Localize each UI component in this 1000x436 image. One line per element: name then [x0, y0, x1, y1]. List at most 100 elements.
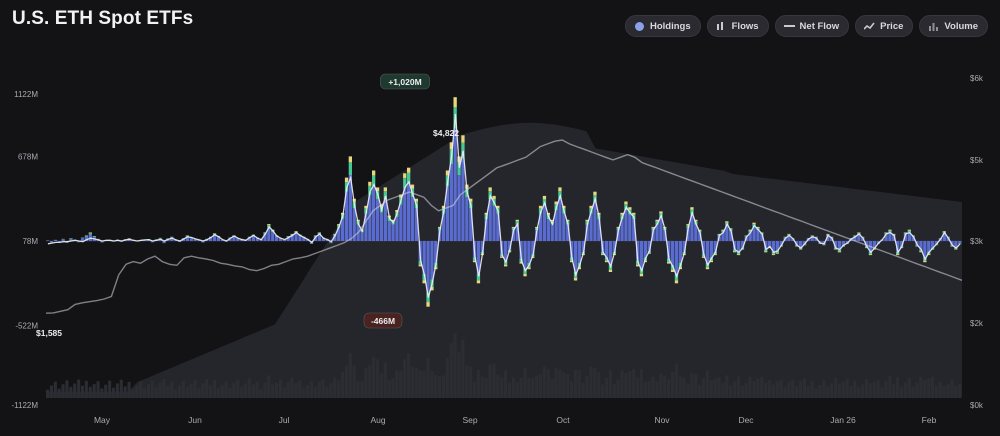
flow-bar — [550, 224, 554, 241]
flow-bar — [950, 241, 954, 246]
flow-bar — [232, 236, 236, 241]
flow-bar-segment — [504, 264, 508, 267]
volume-bar — [775, 381, 779, 398]
volume-bar — [263, 382, 267, 398]
flow-bar-segment — [449, 142, 453, 150]
volume-bar — [678, 376, 682, 398]
flow-bar — [919, 241, 923, 250]
flow-bar-segment — [387, 217, 391, 222]
flow-bar-segment — [927, 254, 931, 256]
holdings-toggle-button[interactable]: Holdings — [624, 15, 701, 37]
flow-bar-segment — [674, 280, 679, 284]
flow-bar-segment — [837, 249, 842, 252]
flow-bar — [348, 175, 352, 241]
flow-bar-segment — [410, 184, 415, 189]
flow-bar — [740, 241, 745, 248]
flow-bar — [958, 241, 962, 244]
flow-bar — [53, 240, 58, 241]
flow-bar-segment — [407, 167, 411, 173]
flow-bar-segment — [826, 233, 830, 235]
flow-bar — [519, 241, 523, 259]
flow-bar-segment — [476, 274, 481, 281]
flow-bar-segment — [888, 229, 892, 231]
volume-bar — [628, 371, 632, 398]
volume-bar — [158, 382, 162, 398]
flows-toggle-button[interactable]: Flows — [706, 15, 769, 37]
volume-bar — [131, 389, 135, 398]
flow-bar — [597, 219, 601, 241]
flow-bar — [391, 224, 395, 241]
volume-bar — [663, 375, 667, 398]
flow-bar-segment — [636, 264, 640, 267]
net-flow-line — [47, 114, 961, 298]
volume-bar — [535, 375, 539, 398]
volume-bar — [162, 379, 166, 398]
flow-bar — [585, 224, 589, 241]
flow-bar-segment — [868, 254, 873, 256]
volume-bar — [449, 343, 453, 398]
flow-bar-segment — [690, 207, 694, 210]
price-toggle-button[interactable]: Price — [855, 15, 914, 37]
flow-bar-segment — [500, 256, 504, 258]
volume-bar — [422, 370, 426, 398]
flow-bar-segment — [787, 233, 791, 235]
volume-bar — [779, 379, 783, 398]
volume-bar — [504, 370, 508, 398]
flow-bar — [282, 239, 287, 241]
flow-bar-segment — [422, 280, 426, 284]
flow-bar-segment — [764, 249, 768, 252]
flow-bar-segment — [604, 257, 609, 261]
dash-line-icon — [783, 21, 795, 32]
volume-bar — [92, 384, 96, 398]
net-flow-toggle-button[interactable]: Net Flow — [774, 15, 850, 37]
volume-bar — [57, 388, 61, 398]
flow-bar-segment — [383, 191, 387, 200]
flow-bar-segment — [721, 230, 725, 233]
volume-bar — [585, 375, 589, 398]
volume-bar — [189, 383, 193, 398]
flow-bar-segment — [364, 205, 368, 209]
flow-bar-segment — [857, 232, 861, 234]
series-toggle-bar: Holdings Flows Net Flow Price Volume — [624, 15, 988, 37]
volume-bar — [597, 372, 601, 398]
flow-bar-segment — [764, 251, 768, 253]
volume-bar — [181, 380, 185, 398]
flow-bar — [426, 241, 430, 293]
flow-bar — [608, 241, 613, 266]
volume-bar — [154, 387, 158, 398]
flow-bar-segment — [701, 256, 706, 258]
flow-bar — [298, 236, 302, 241]
volume-bar — [112, 387, 116, 398]
volume-bar — [589, 366, 593, 398]
volume-bar — [806, 385, 810, 398]
volume-bar — [453, 333, 457, 398]
flow-bar — [228, 238, 232, 241]
volume-bar — [616, 379, 620, 398]
flow-bar-segment — [907, 230, 911, 233]
volume-bar — [352, 365, 356, 398]
flow-bar-segment — [892, 233, 896, 235]
flow-bar — [841, 241, 845, 246]
flow-bar-segment — [639, 273, 644, 277]
volume-bar — [868, 383, 872, 398]
volume-bar — [496, 374, 500, 398]
flow-bar — [465, 197, 469, 241]
volume-bar — [434, 375, 438, 398]
volume-bar — [573, 369, 577, 398]
volume-bar — [721, 382, 725, 398]
volume-bar — [375, 359, 379, 398]
volume-bar — [938, 381, 942, 398]
flow-bar-segment — [748, 230, 752, 233]
flow-bar — [236, 238, 240, 241]
flow-bar-segment — [868, 252, 873, 255]
flow-bar-segment — [721, 229, 725, 231]
volume-bar — [480, 376, 484, 398]
volume-toggle-button[interactable]: Volume — [919, 15, 988, 37]
flow-bar — [496, 213, 500, 241]
flow-bar — [647, 241, 651, 251]
flow-bar — [531, 241, 535, 255]
volume-bar — [271, 384, 275, 398]
volume-bar — [251, 384, 255, 398]
x-axis-tick-label: Sep — [462, 415, 477, 425]
